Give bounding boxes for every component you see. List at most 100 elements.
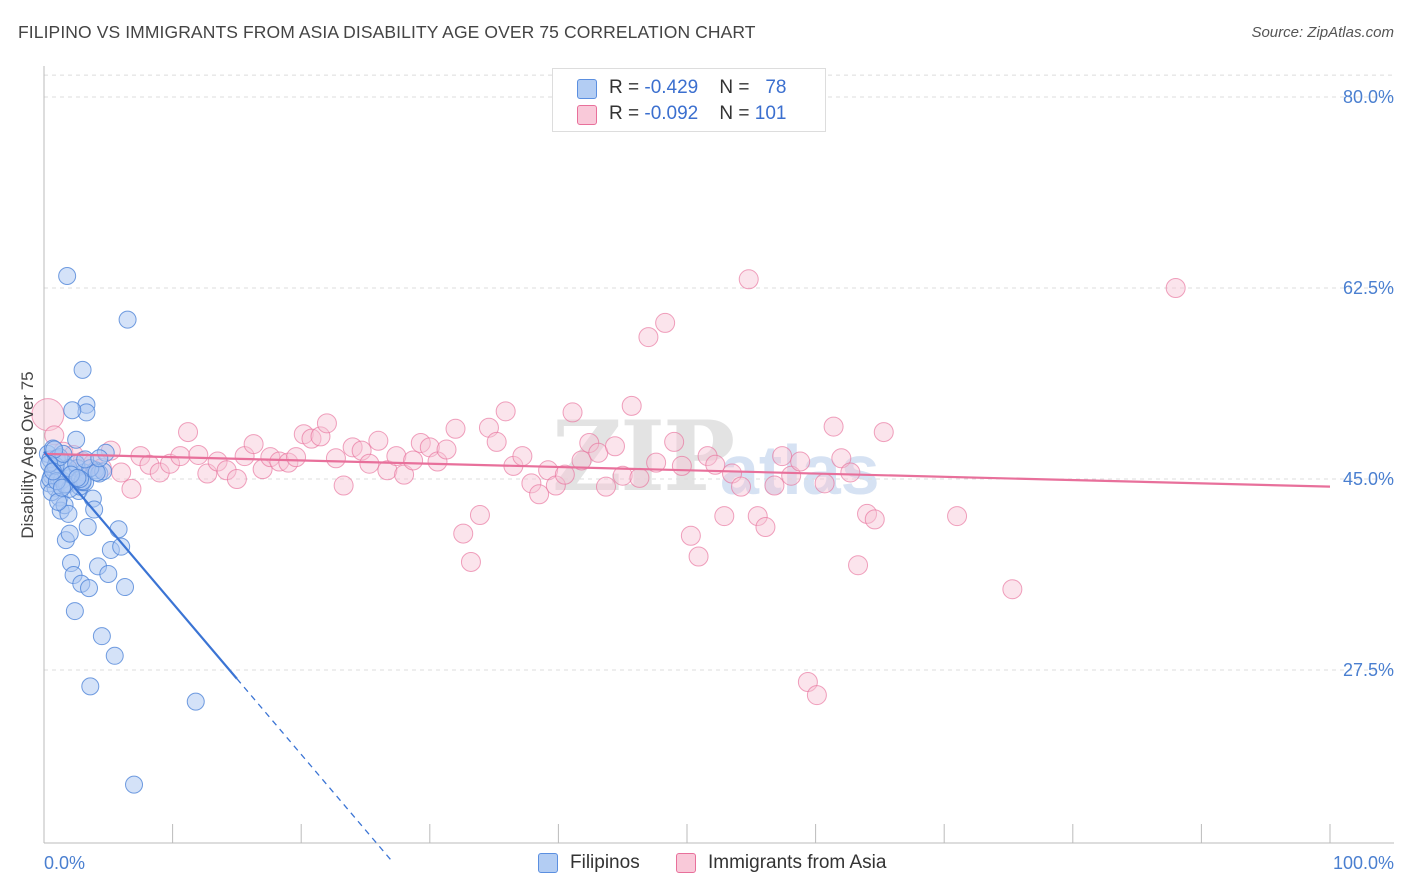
legend-swatch-pink xyxy=(676,853,696,873)
source-label: Source: ZipAtlas.com xyxy=(1251,24,1394,41)
asia-point xyxy=(588,442,609,463)
y-tick-label: 27.5% xyxy=(1342,660,1394,680)
asia-point xyxy=(595,476,616,497)
filipino-point xyxy=(65,602,84,621)
correlation-legend: R = -0.429 N = 78 R = -0.092 N = 101 xyxy=(552,68,826,132)
filipino-point xyxy=(58,266,77,285)
x-tick-label: 0.0% xyxy=(44,853,86,873)
n-value: 101 xyxy=(754,103,787,124)
asia-point xyxy=(453,523,474,544)
asia-point xyxy=(638,327,659,348)
asia-point xyxy=(403,450,424,471)
asia-point xyxy=(612,465,633,486)
n-label: N = xyxy=(719,77,755,98)
legend-swatch-blue xyxy=(577,79,597,99)
filipino-point xyxy=(109,520,128,539)
filipino-point xyxy=(80,579,99,598)
filipino-point xyxy=(112,537,131,556)
asia-point xyxy=(325,448,346,469)
filipino-point xyxy=(73,360,92,379)
asia-point xyxy=(359,453,380,474)
asia-point xyxy=(629,467,650,488)
asia-point xyxy=(571,450,592,471)
asia-point xyxy=(469,505,490,526)
filipino-point xyxy=(63,401,82,420)
asia-point xyxy=(848,555,869,576)
asia-point xyxy=(226,469,247,489)
asia-point xyxy=(394,464,415,485)
asia-point xyxy=(1002,579,1023,600)
asia-point xyxy=(445,418,466,439)
asia-point xyxy=(697,446,718,467)
filipino-point xyxy=(59,504,78,523)
watermark-atlas: atlas xyxy=(720,431,880,509)
asia-point xyxy=(747,506,768,527)
asia-point xyxy=(873,422,894,443)
asia-point xyxy=(781,465,802,486)
asia-point xyxy=(823,416,844,437)
filipino-point xyxy=(60,524,79,543)
asia-point xyxy=(178,422,199,443)
filipino-point xyxy=(105,646,124,665)
asia-point xyxy=(621,395,642,416)
asia-point xyxy=(671,455,692,476)
asia-point xyxy=(286,447,307,468)
y-axis-label: Disability Age Over 75 xyxy=(18,371,37,539)
asia-point xyxy=(486,431,507,452)
n-value: 78 xyxy=(765,77,787,98)
trend-lines xyxy=(43,451,1331,861)
y-tick-label: 45.0% xyxy=(1342,469,1394,489)
legend-label: Immigrants from Asia xyxy=(708,852,887,873)
asia-trend-line xyxy=(43,452,1331,488)
asia-point xyxy=(216,460,237,481)
series-filipinos xyxy=(38,266,205,794)
watermark-zip: ZIP xyxy=(552,400,735,513)
series-immigrants-from-asia xyxy=(31,269,1186,706)
asia-point xyxy=(705,454,726,475)
asia-point xyxy=(806,685,827,706)
asia-point xyxy=(386,446,407,467)
asia-point xyxy=(260,447,281,468)
asia-point xyxy=(333,475,354,496)
asia-point xyxy=(680,525,701,546)
filipino-point xyxy=(68,468,87,487)
asia-point xyxy=(947,506,968,527)
asia-point xyxy=(495,401,516,422)
filipino-trend-extension xyxy=(236,678,392,861)
asia-point xyxy=(731,476,752,497)
asia-point xyxy=(738,269,759,290)
asia-point xyxy=(368,430,389,451)
asia-point xyxy=(149,462,170,483)
filipino-point xyxy=(81,677,100,696)
asia-point xyxy=(316,413,337,434)
asia-point xyxy=(410,432,431,453)
filipino-point xyxy=(99,564,118,583)
filipino-point xyxy=(90,449,109,468)
legend-swatch-blue xyxy=(538,853,558,873)
filipino-point xyxy=(186,692,205,711)
asia-point xyxy=(512,446,533,467)
filipino-point xyxy=(125,775,144,794)
filipino-point xyxy=(116,578,135,597)
legend-text: R = -0.092 N = 101 xyxy=(609,103,786,125)
asia-point xyxy=(604,436,625,457)
filipino-point xyxy=(118,310,137,329)
asia-point xyxy=(814,473,835,494)
filipino-point xyxy=(67,430,86,449)
asia-point xyxy=(664,431,685,452)
n-label: N = xyxy=(719,103,755,124)
asia-point xyxy=(111,462,132,483)
asia-point xyxy=(188,444,209,465)
chart-title: FILIPINO VS IMMIGRANTS FROM ASIA DISABIL… xyxy=(18,22,756,42)
r-value: -0.429 xyxy=(644,77,699,98)
asia-point xyxy=(170,446,191,467)
asia-point xyxy=(554,464,575,485)
legend-swatch-pink xyxy=(577,105,597,125)
filipino-point xyxy=(92,627,111,646)
r-value: -0.092 xyxy=(644,103,699,124)
x-tick-label: 100.0% xyxy=(1332,853,1394,873)
asia-point xyxy=(521,473,542,494)
asia-point xyxy=(139,454,160,475)
asia-point xyxy=(840,462,861,483)
asia-point xyxy=(310,426,331,447)
